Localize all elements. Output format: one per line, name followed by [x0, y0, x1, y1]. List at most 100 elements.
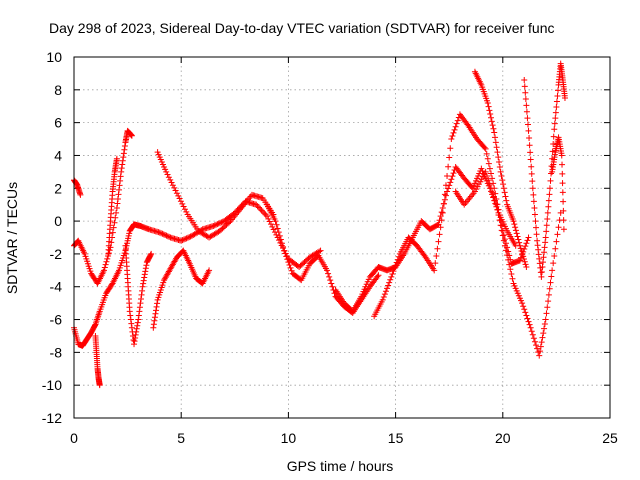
data-point: [539, 334, 546, 341]
data-point: [541, 325, 548, 332]
data-point: [114, 195, 121, 202]
data-point: [136, 308, 143, 315]
data-point: [118, 165, 125, 172]
data-point: [543, 228, 550, 235]
plot-frame: [73, 56, 611, 419]
data-point: [119, 157, 126, 164]
data-point: [540, 330, 547, 337]
series-track-e: [105, 155, 120, 257]
data-point: [547, 177, 554, 184]
data-point: [525, 318, 532, 325]
data-point: [530, 335, 537, 342]
series-track-g: [150, 247, 213, 331]
data-point: [278, 240, 285, 247]
data-point: [439, 209, 446, 216]
data-point: [446, 154, 453, 161]
data-point: [524, 115, 531, 122]
data-point: [486, 165, 493, 172]
data-point: [452, 123, 459, 130]
data-point: [489, 122, 496, 129]
data-point: [388, 273, 395, 280]
data-point: [160, 231, 167, 238]
data-point: [275, 229, 282, 236]
data-point: [432, 260, 439, 267]
data-point: [140, 277, 147, 284]
data-point: [503, 197, 510, 204]
data-point: [500, 237, 507, 244]
data-point: [552, 245, 559, 252]
data-point: [381, 291, 388, 298]
data-point: [215, 220, 222, 227]
data-point: [211, 222, 218, 229]
y-tick-label: 0: [54, 213, 62, 229]
data-point: [523, 102, 530, 109]
data-point: [142, 265, 149, 272]
data-point: [436, 231, 443, 238]
data-point: [153, 307, 160, 314]
x-tick-label: 25: [602, 430, 618, 446]
data-point: [542, 239, 549, 246]
data-point: [535, 246, 542, 253]
data-point: [511, 221, 518, 228]
data-point: [134, 319, 141, 326]
data-point: [182, 235, 189, 242]
data-point: [490, 194, 497, 201]
data-point: [530, 198, 537, 205]
data-point: [171, 184, 178, 191]
data-point: [501, 236, 508, 243]
data-point: [503, 247, 510, 254]
data-point: [128, 132, 135, 139]
data-point: [440, 200, 447, 207]
y-tick-label: -6: [50, 312, 63, 328]
data-point: [266, 218, 273, 225]
data-point: [267, 221, 274, 228]
data-point: [560, 207, 567, 214]
data-point: [77, 191, 84, 198]
data-point: [395, 253, 402, 260]
data-point: [513, 230, 520, 237]
x-tick-label: 0: [70, 430, 78, 446]
data-point: [527, 156, 534, 163]
series-track-o: [549, 134, 567, 233]
data-point: [485, 103, 492, 110]
data-point: [173, 190, 180, 197]
data-point: [522, 89, 529, 96]
data-point: [488, 170, 495, 177]
data-point: [488, 118, 495, 125]
data-point: [501, 189, 508, 196]
data-point: [549, 267, 556, 274]
data-point: [445, 185, 452, 192]
data-point: [506, 261, 513, 268]
data-point: [454, 117, 461, 124]
data-point: [545, 298, 552, 305]
data-point: [375, 272, 382, 279]
data-point: [184, 234, 191, 241]
data-point: [555, 87, 562, 94]
data-point: [285, 259, 292, 266]
data-point: [316, 248, 323, 255]
data-point: [541, 321, 548, 328]
series-track-k: [371, 111, 532, 320]
data-point: [327, 277, 334, 284]
data-point: [545, 203, 552, 210]
data-point: [437, 224, 444, 231]
data-point: [156, 229, 163, 236]
data-point: [538, 273, 545, 280]
data-point: [555, 224, 562, 231]
data-point: [552, 115, 559, 122]
data-point: [528, 328, 535, 335]
data-point: [544, 304, 551, 311]
data-point: [551, 126, 558, 133]
data-point: [135, 316, 142, 323]
data-point: [127, 316, 134, 323]
data-point: [270, 226, 277, 233]
data-point: [560, 226, 567, 233]
data-point: [542, 234, 549, 241]
data-point: [183, 208, 190, 215]
data-point: [492, 139, 499, 146]
data-point: [496, 159, 503, 166]
data-point: [380, 293, 387, 300]
y-tick-label: 6: [54, 115, 62, 131]
data-point: [550, 140, 557, 147]
x-tick-label: 15: [388, 430, 404, 446]
